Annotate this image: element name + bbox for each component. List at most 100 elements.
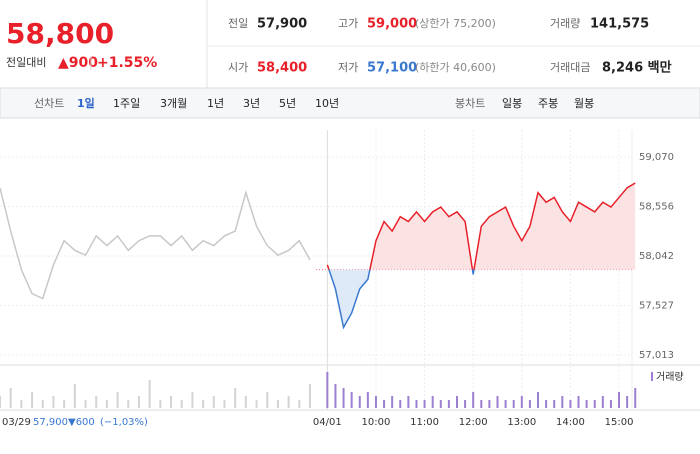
volume-bar: [170, 396, 173, 408]
volume-bar: [366, 392, 369, 408]
stat-label: 거래량: [550, 17, 580, 30]
x-tick-label: 12:00: [459, 417, 488, 428]
volume-bar: [601, 396, 604, 408]
tab[interactable]: 1주일: [113, 96, 140, 110]
tab[interactable]: 5년: [279, 97, 296, 110]
volume-bar: [212, 396, 215, 408]
volume-bar: [512, 400, 515, 408]
y-tick-label: 58,042: [639, 251, 674, 262]
tab[interactable]: 일봉: [502, 96, 522, 110]
tab-title: 선차트: [34, 97, 64, 110]
volume-bar: [105, 400, 108, 408]
volume-bar: [52, 396, 55, 408]
volume-bar: [127, 400, 130, 408]
tab[interactable]: 월봉: [574, 97, 594, 110]
volume-bar: [0, 396, 1, 408]
tab[interactable]: 1일: [77, 96, 95, 110]
volume-bar: [464, 400, 467, 408]
tab[interactable]: 10년: [315, 97, 339, 110]
volume-bar: [180, 400, 183, 408]
volume-bar: [276, 400, 279, 408]
volume-bar: [391, 396, 394, 408]
volume-bar: [95, 396, 98, 408]
change-rate: +1.55%: [97, 55, 157, 71]
volume-bar: [266, 392, 269, 408]
volume-bar: [116, 392, 119, 408]
footer-close: 57,900: [33, 417, 68, 428]
stat-label: 시가: [228, 61, 248, 74]
volume-bar: [287, 396, 290, 408]
stat-value: 59,000: [367, 17, 417, 32]
volume-bar: [137, 396, 140, 408]
volume-bar: [202, 400, 205, 408]
stat-value: 8,246 백만: [602, 60, 672, 76]
stat-value: 141,575: [590, 17, 649, 32]
volume-bar: [609, 400, 612, 408]
volume-bar: [31, 392, 34, 408]
volume-bar: [439, 400, 442, 408]
volume-bar: [585, 400, 588, 408]
stat-label: 거래대금: [550, 61, 590, 74]
volume-bar: [73, 384, 76, 408]
x-tick-label: 10:00: [362, 417, 391, 428]
volume-bar: [20, 400, 23, 408]
stat-label: 고가: [338, 17, 358, 30]
footer-rate: (−1,03%): [100, 417, 148, 428]
tab-title: 봉차트: [455, 97, 485, 110]
stat-label: 저가: [338, 61, 358, 74]
tab[interactable]: 3개월: [160, 97, 187, 110]
volume-bar: [472, 392, 475, 408]
tab[interactable]: 1년: [207, 97, 224, 110]
volume-bar: [298, 400, 301, 408]
volume-bar: [374, 396, 377, 408]
volume-bar: [244, 396, 247, 408]
volume-bar: [496, 396, 499, 408]
today-line: [326, 182, 636, 330]
y-tick-label: 59,070: [639, 152, 674, 163]
change: ▲900: [58, 55, 98, 71]
x-tick-label: 13:00: [507, 417, 536, 428]
volume-bar: [431, 396, 434, 408]
volume-bar: [634, 388, 637, 408]
volume-bar: [234, 388, 237, 408]
tab[interactable]: 3년: [243, 97, 260, 110]
volume-bar: [480, 400, 483, 408]
volume-bar: [537, 392, 540, 408]
volume-bar: [447, 400, 450, 408]
stat-note: (하한가 40,600): [415, 60, 496, 74]
previous-line: [0, 187, 311, 300]
volume-bar: [399, 400, 402, 408]
volume-bar: [569, 400, 572, 408]
y-tick-label: 57,527: [639, 301, 674, 312]
stat-label: 전일: [228, 16, 248, 30]
volume-bar: [63, 400, 66, 408]
change-caption: 전일대비: [6, 55, 46, 69]
legend-swatch: [651, 372, 653, 381]
today-area: [327, 182, 636, 328]
volume-bar: [41, 400, 44, 408]
volume-bar: [255, 400, 258, 408]
volume-bar: [223, 400, 226, 408]
volume-bar: [504, 400, 507, 408]
volume-bar: [84, 400, 87, 408]
volume-bar: [553, 400, 556, 408]
volume-bar: [326, 372, 329, 408]
tab[interactable]: 주봉: [538, 97, 558, 110]
x-tick-label: 14:00: [556, 417, 585, 428]
volume-bar: [455, 396, 458, 408]
volume-bar: [383, 400, 386, 408]
stat-value: 58,400: [257, 61, 307, 76]
volume-bar: [415, 400, 418, 408]
volume-bar: [358, 396, 361, 408]
volume-bar: [407, 396, 410, 408]
volume-bar: [350, 392, 353, 408]
volume-bar: [342, 388, 345, 408]
volume-bar: [488, 400, 491, 408]
tab-bar: [0, 87, 700, 119]
volume-bar: [545, 400, 548, 408]
footer-date: 03/29: [2, 417, 31, 428]
volume-bar: [618, 392, 621, 408]
volume-bar: [520, 396, 523, 408]
y-tick-label: 57,013: [639, 350, 674, 361]
